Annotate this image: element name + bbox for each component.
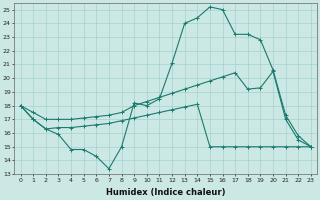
X-axis label: Humidex (Indice chaleur): Humidex (Indice chaleur) (106, 188, 226, 197)
